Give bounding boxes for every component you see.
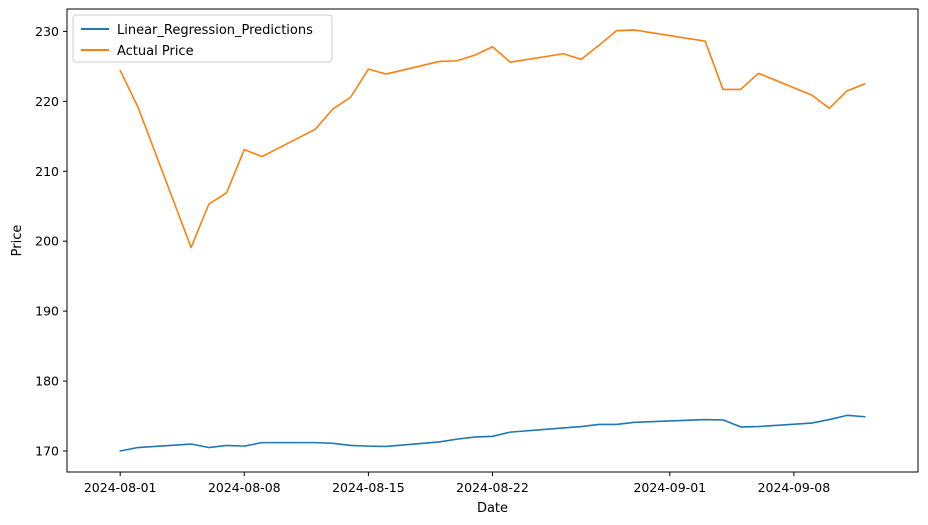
series-lines bbox=[119, 29, 866, 452]
legend: Linear_Regression_Predictions Actual Pri… bbox=[72, 14, 333, 63]
x-tick-label: 2024-08-01 bbox=[84, 480, 157, 495]
y-tick-label: 170 bbox=[35, 444, 59, 459]
y-tick-label: 230 bbox=[35, 24, 59, 39]
x-tick-label: 2024-08-08 bbox=[208, 480, 281, 495]
y-axis-ticks: 170 180 190 200 210 220 230 bbox=[35, 24, 67, 459]
x-axis-label: Date bbox=[477, 501, 508, 516]
legend-label-predictions: Linear_Regression_Predictions bbox=[117, 23, 313, 38]
y-tick-label: 190 bbox=[35, 304, 59, 319]
y-tick-label: 210 bbox=[35, 164, 59, 179]
x-tick-label: 2024-08-15 bbox=[332, 480, 405, 495]
y-tick-label: 180 bbox=[35, 374, 59, 389]
x-tick-label: 2024-09-01 bbox=[633, 480, 706, 495]
plot-area-frame bbox=[66, 8, 919, 473]
series-line-predictions bbox=[119, 414, 866, 452]
legend-box bbox=[72, 14, 333, 63]
legend-label-actual: Actual Price bbox=[117, 44, 194, 59]
x-axis-ticks: 2024-08-01 2024-08-08 2024-08-15 2024-08-22… bbox=[84, 472, 830, 495]
y-axis-label: Price bbox=[10, 225, 25, 257]
x-tick-label: 2024-09-08 bbox=[758, 480, 831, 495]
series-line-actual-price bbox=[119, 29, 866, 249]
y-tick-label: 200 bbox=[35, 234, 59, 249]
x-tick-label: 2024-08-22 bbox=[456, 480, 529, 495]
y-tick-label: 220 bbox=[35, 94, 59, 109]
